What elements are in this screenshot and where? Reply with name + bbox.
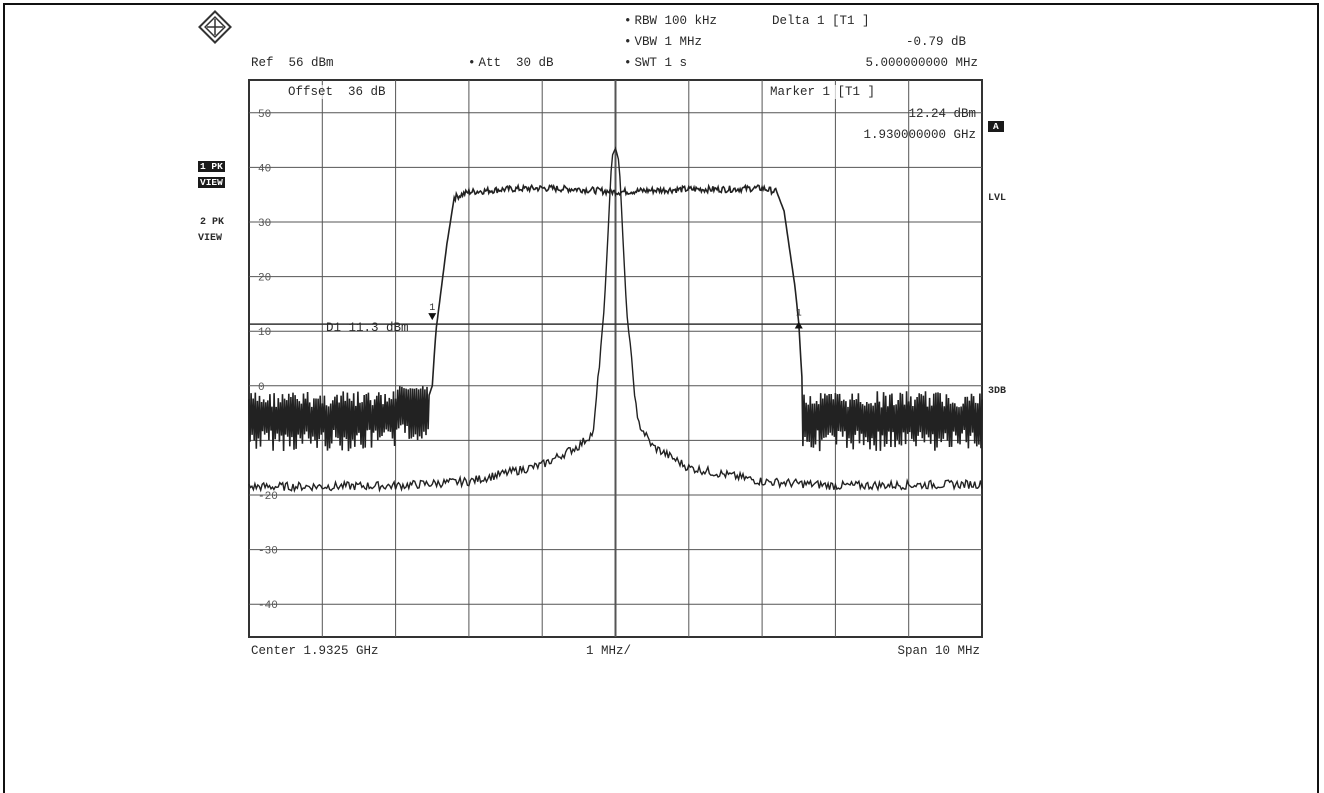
y-tick-label: 10 xyxy=(258,327,271,339)
marker-number-label: 1 xyxy=(429,303,435,314)
attenuation: Att 30 dB xyxy=(468,56,554,70)
page-frame xyxy=(3,3,1319,793)
swt-setting: SWT 1 s xyxy=(624,56,688,70)
rohde-schwarz-logo-icon xyxy=(198,10,232,44)
trace1-mode: VIEW xyxy=(198,177,225,188)
y-tick-label: 50 xyxy=(258,109,271,121)
delta-marker-label: Delta 1 [T1 ] xyxy=(772,14,870,28)
delta-marker-value: -0.79 dB xyxy=(905,35,966,49)
y-tick-label: -40 xyxy=(258,600,278,612)
rbw-setting: RBW 100 kHz xyxy=(624,14,718,28)
y-tick-label: -30 xyxy=(258,546,278,558)
3db-label: 3DB xyxy=(988,386,1007,397)
center-frequency: Center 1.9325 GHz xyxy=(251,644,379,658)
trace2-mode: VIEW xyxy=(198,233,223,244)
ref-level: Ref 56 dBm xyxy=(251,56,334,70)
y-tick-label: 0 xyxy=(258,382,265,394)
marker-triangle-1 xyxy=(428,313,437,321)
y-tick-label: 40 xyxy=(258,163,271,175)
display-a-badge: A xyxy=(988,120,1004,135)
offset-label: Offset 36 dB xyxy=(288,85,386,99)
display-line-d1-label: D1 11.3 dBm xyxy=(326,321,409,335)
delta-marker-freq: 5.000000000 MHz xyxy=(865,56,978,70)
marker-triangle-2 xyxy=(794,321,803,329)
trace-1-line xyxy=(248,183,983,452)
y-tick-label: 30 xyxy=(258,218,271,230)
marker-level: 12.24 dBm xyxy=(908,107,976,121)
trace2-label: 2 PK xyxy=(200,217,225,228)
y-tick-label: 20 xyxy=(258,273,271,285)
marker-label: Marker 1 [T1 ] xyxy=(770,85,876,99)
lvl-label: LVL xyxy=(988,193,1007,204)
trace-2-line xyxy=(248,146,983,494)
vbw-setting: VBW 1 MHz xyxy=(624,35,703,49)
trace1-label: 1 PK xyxy=(198,161,225,172)
span: Span 10 MHz xyxy=(897,644,980,658)
y-tick-label: -20 xyxy=(258,491,278,503)
frequency-per-division: 1 MHz/ xyxy=(586,644,632,658)
marker-number-label: 1 xyxy=(796,309,802,320)
marker-freq: 1.930000000 GHz xyxy=(863,128,976,142)
